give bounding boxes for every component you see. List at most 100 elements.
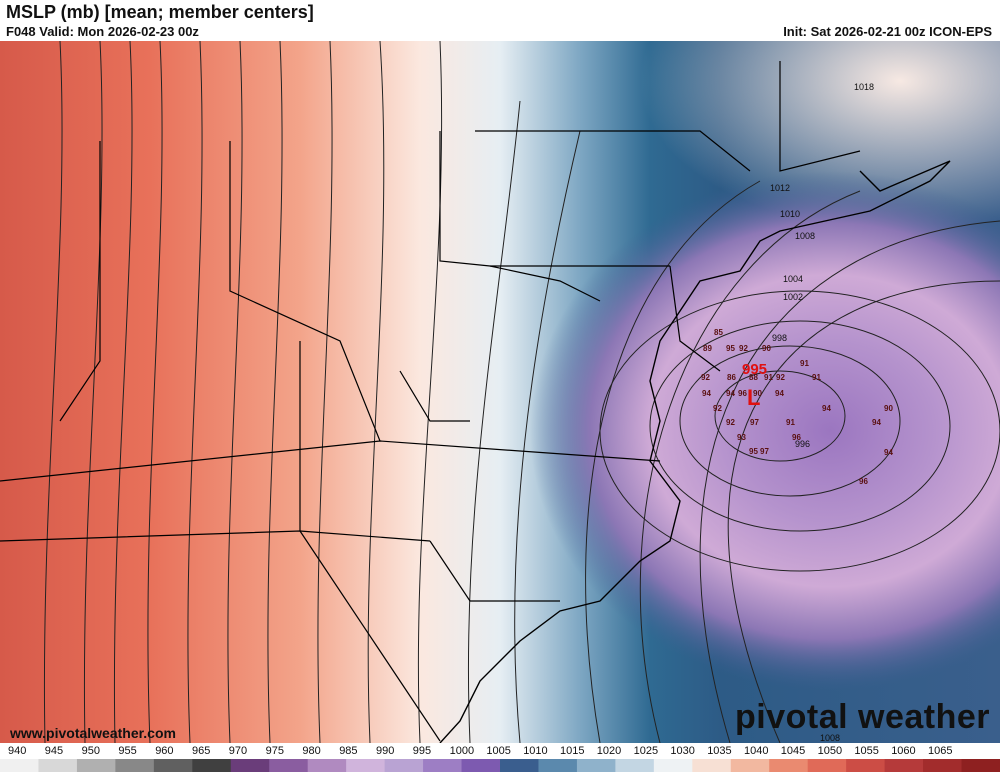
colorbar-tick-label: 970 xyxy=(229,745,247,757)
colorbar-tick-label: 1055 xyxy=(854,745,878,757)
colorbar-tick-label: 1025 xyxy=(634,745,658,757)
page-title: MSLP (mb) [mean; member centers] xyxy=(6,2,314,22)
member-center: 96 xyxy=(738,389,747,398)
member-center: 91 xyxy=(764,373,773,382)
colorbar-tick-label: 1050 xyxy=(818,745,842,757)
member-center: 97 xyxy=(760,447,769,456)
member-center: 90 xyxy=(762,344,771,353)
member-center: 88 xyxy=(749,373,758,382)
colorbar-tick-label: 1035 xyxy=(707,745,731,757)
colorbar-tick-label: 950 xyxy=(82,745,100,757)
member-center: 90 xyxy=(753,389,762,398)
colorbar-swatch xyxy=(615,759,655,772)
member-center: 85 xyxy=(714,328,723,337)
colorbar-swatch xyxy=(923,759,963,772)
colorbar-swatch xyxy=(115,759,155,772)
colorbar-swatch xyxy=(692,759,732,772)
isobar-label: 1002 xyxy=(783,292,803,302)
member-center: 96 xyxy=(859,477,868,486)
member-center: 86 xyxy=(727,373,736,382)
member-center: 94 xyxy=(726,389,735,398)
isobar-label: 998 xyxy=(772,333,787,343)
colorbar-swatch xyxy=(884,759,924,772)
colorbar-swatch xyxy=(576,759,616,772)
isobar-label: 1012 xyxy=(770,183,790,193)
colorbar-swatch xyxy=(307,759,347,772)
member-center: 95 xyxy=(726,344,735,353)
member-center: 94 xyxy=(702,389,711,398)
member-center: 90 xyxy=(884,404,893,413)
colorbar-tick-label: 1030 xyxy=(670,745,694,757)
isobar-label: 1008 xyxy=(820,733,840,743)
colorbar-swatch xyxy=(423,759,463,772)
header: MSLP (mb) [mean; member centers] F048 Va… xyxy=(0,0,1000,41)
colorbar-swatch xyxy=(269,759,309,772)
colorbar-tick-label: 1005 xyxy=(486,745,510,757)
colorbar-swatch xyxy=(38,759,78,772)
colorbar-tick-label: 1020 xyxy=(597,745,621,757)
colorbar-tick-label: 975 xyxy=(266,745,284,757)
colorbar-tick-label: 945 xyxy=(45,745,63,757)
colorbar-swatch xyxy=(230,759,270,772)
colorbar-swatch xyxy=(153,759,193,772)
colorbar-swatch xyxy=(0,759,39,772)
isobar-label: 1010 xyxy=(780,209,800,219)
colorbar-swatch xyxy=(846,759,886,772)
colorbar-tick-label: 980 xyxy=(302,745,320,757)
member-center: 93 xyxy=(737,433,746,442)
member-center: 97 xyxy=(750,418,759,427)
colorbar-tick-label: 955 xyxy=(118,745,136,757)
colorbar-swatch xyxy=(538,759,578,772)
colorbar-swatch xyxy=(730,759,770,772)
colorbar-tick-label: 1060 xyxy=(891,745,915,757)
member-center: 92 xyxy=(701,373,710,382)
isobar-label: 1018 xyxy=(854,82,874,92)
colorbar: 940 945 950 955 960 965 970 975 980 985 990 995 1000… xyxy=(0,745,1000,772)
colorbar-swatch xyxy=(461,759,501,772)
website-credit: www.pivotalweather.com xyxy=(10,725,176,741)
member-center: 91 xyxy=(800,359,809,368)
member-center: 94 xyxy=(872,418,881,427)
colorbar-tick-label: 965 xyxy=(192,745,210,757)
isobar-label: 1004 xyxy=(783,274,803,284)
colorbar-tick-label: 990 xyxy=(376,745,394,757)
colorbar-swatch xyxy=(76,759,116,772)
colorbar-tick-label: 1065 xyxy=(928,745,952,757)
colorbar-swatch xyxy=(961,759,1000,772)
low-value: 995 xyxy=(742,361,767,378)
low-symbol: L xyxy=(747,385,760,410)
member-center: 91 xyxy=(812,373,821,382)
colorbar-swatch xyxy=(653,759,693,772)
isobar-label: 1008 xyxy=(795,231,815,241)
member-center: 92 xyxy=(713,404,722,413)
colorbar-tick-label: 995 xyxy=(413,745,431,757)
mslp-map: 1018 1012 1010 1008 1004 1002 998 996 10… xyxy=(0,41,1000,743)
member-center: 92 xyxy=(739,344,748,353)
colorbar-tick-label: 1040 xyxy=(744,745,768,757)
colorbar-tick-label: 985 xyxy=(339,745,357,757)
member-center: 92 xyxy=(726,418,735,427)
member-center: 92 xyxy=(776,373,785,382)
low-pressure-center: 995 L xyxy=(742,361,767,410)
member-center: 89 xyxy=(703,344,712,353)
member-center: 91 xyxy=(786,418,795,427)
colorbar-tick-label: 960 xyxy=(155,745,173,757)
colorbar-tick-label: 940 xyxy=(8,745,26,757)
isobar-label: 996 xyxy=(795,439,810,449)
colorbar-swatch xyxy=(769,759,809,772)
member-center: 94 xyxy=(775,389,784,398)
init-time: Init: Sat 2026-02-21 00z ICON-EPS xyxy=(783,24,992,39)
colorbar-swatch xyxy=(807,759,847,772)
pivotal-weather-logo: pivotal weather xyxy=(734,698,990,736)
colorbar-swatch xyxy=(192,759,232,772)
member-center: 96 xyxy=(792,433,801,442)
colorbar-swatch xyxy=(346,759,386,772)
colorbar-swatch xyxy=(384,759,424,772)
member-center: 94 xyxy=(822,404,831,413)
colorbar-tick-label: 1010 xyxy=(523,745,547,757)
member-center: 94 xyxy=(884,448,893,457)
colorbar-tick-label: 1015 xyxy=(560,745,584,757)
valid-time: F048 Valid: Mon 2026-02-23 00z xyxy=(6,24,199,39)
colorbar-swatch xyxy=(500,759,539,772)
colorbar-tick-label: 1000 xyxy=(450,745,474,757)
